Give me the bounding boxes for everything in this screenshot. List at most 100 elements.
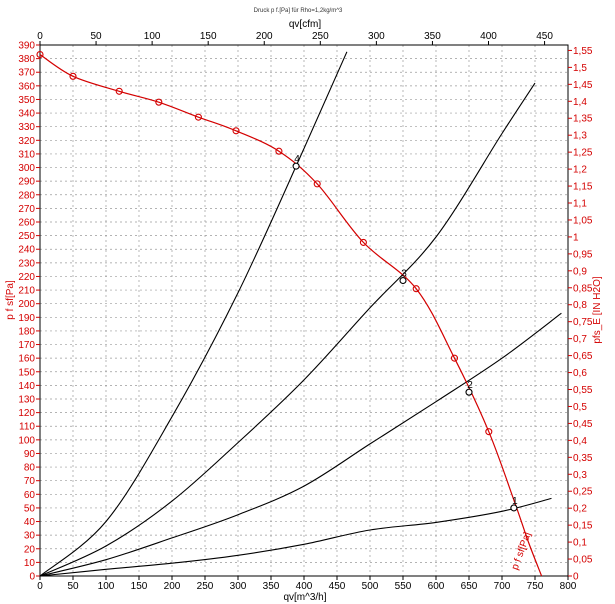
y-right-tick-label: 1,55 [573, 46, 593, 57]
fan-curve-marker [359, 238, 367, 246]
y-right-tick-label: 0,8 [573, 300, 587, 311]
y-tick-label: 320 [18, 136, 35, 147]
y-right-tick-label: 0,65 [573, 351, 593, 362]
fan-curve-marker [450, 354, 459, 362]
y-right-tick-label: 0,45 [573, 419, 593, 430]
y-tick-label: 90 [24, 449, 36, 460]
operating-point-label: 3 [401, 269, 407, 280]
x-top-tick-label: 100 [144, 31, 161, 42]
y-right-tick-label: 0,15 [573, 521, 593, 532]
x-top-tick-label: 450 [536, 31, 553, 42]
y-tick-label: 160 [18, 354, 35, 365]
y-right-tick-label: 0,35 [573, 453, 593, 464]
y-right-tick-label: 0,7 [573, 334, 587, 345]
x-tick-label: 650 [461, 581, 478, 592]
y-tick-label: 350 [18, 95, 35, 106]
x-axis-label-top: qv[cfm] [289, 19, 321, 30]
system-curves [39, 51, 562, 577]
y-tick-label: 70 [24, 476, 36, 487]
system-curve [39, 312, 562, 577]
y-tick-label: 340 [18, 109, 35, 120]
operating-point-marker [465, 388, 473, 396]
chart-title: Druck p f.[Pa] für Rho=1,2kg/m^3 [254, 8, 343, 14]
y-right-tick-label: 0,3 [573, 470, 587, 481]
y-right-tick-label: 0,55 [573, 385, 593, 396]
y-tick-label: 20 [24, 544, 36, 555]
x-tick-label: 350 [263, 581, 280, 592]
y-right-tick-label: 1,45 [573, 80, 593, 91]
y-right-tick-label: 0,5 [573, 402, 587, 413]
fan-curve [36, 50, 543, 577]
y-axis-left: 0 10 20 30 40 50 60 70 80 90 100 110 120 130 140 150 160… [18, 41, 40, 583]
y-axis-label-right: pfs_E [IN H2O] [592, 276, 603, 343]
y-right-tick-label: 0,25 [573, 487, 593, 498]
x-axis-bottom: 0 50 100 150 200 250 300 350 400 450 500 550 600 650 7… [37, 576, 577, 592]
y-right-tick-label: 0,75 [573, 317, 593, 328]
y-tick-label: 60 [24, 490, 36, 501]
fan-curve-marker [313, 180, 321, 188]
x-tick-label: 450 [329, 581, 346, 592]
y-tick-label: 250 [18, 231, 35, 242]
x-tick-label: 600 [428, 581, 445, 592]
y-right-tick-label: 1,35 [573, 114, 593, 125]
y-tick-label: 290 [18, 177, 35, 188]
y-tick-label: 280 [18, 190, 35, 201]
operating-point-marker [510, 504, 518, 512]
y-tick-label: 310 [18, 149, 35, 160]
y-right-tick-label: 0,85 [573, 283, 593, 294]
x-top-tick-label: 0 [37, 31, 43, 42]
y-tick-label: 330 [18, 122, 35, 133]
y-tick-label: 230 [18, 258, 35, 269]
fan-curve-marker [115, 87, 123, 95]
fan-curve-marker [155, 98, 163, 106]
y-right-tick-label: 0,95 [573, 249, 593, 260]
x-tick-label: 550 [395, 581, 412, 592]
y-tick-label: 220 [18, 272, 35, 283]
fan-curve-marker [36, 50, 44, 59]
operating-point-label: 2 [467, 380, 473, 391]
y-right-tick-label: 1,3 [573, 131, 587, 142]
y-right-tick-label: 0,4 [573, 436, 587, 447]
x-top-tick-label: 50 [91, 31, 103, 42]
fan-curve-marker [485, 428, 493, 436]
y-tick-label: 0 [29, 572, 35, 583]
y-right-tick-label: 1 [573, 232, 579, 243]
x-tick-label: 200 [164, 581, 181, 592]
x-tick-label: 0 [37, 581, 43, 592]
x-top-tick-label: 150 [200, 31, 217, 42]
y-tick-label: 100 [18, 435, 35, 446]
y-tick-label: 370 [18, 68, 35, 79]
fan-curve-marker [275, 147, 283, 155]
y-tick-label: 180 [18, 326, 35, 337]
fan-curve-line [39, 54, 543, 577]
x-axis-label-bottom: qv[m^3/h] [283, 592, 326, 603]
y-tick-label: 30 [24, 531, 36, 542]
operating-point-marker [399, 276, 407, 285]
y-tick-label: 110 [19, 422, 35, 433]
y-tick-label: 360 [18, 81, 35, 92]
fan-curve-label: p f sf[Pa] [510, 531, 534, 572]
y-right-tick-label: 0,9 [573, 266, 587, 277]
y-tick-label: 190 [18, 313, 35, 324]
system-curve [39, 497, 552, 577]
y-right-tick-label: 1,2 [573, 165, 587, 176]
x-tick-label: 50 [67, 581, 79, 592]
fan-curve-marker [194, 113, 202, 121]
y-right-tick-label: 1,4 [573, 97, 587, 108]
grid [40, 45, 568, 576]
y-right-tick-label: 0,6 [573, 368, 587, 379]
y-right-tick-label: 1,5 [573, 63, 587, 74]
y-tick-label: 210 [18, 286, 35, 297]
x-tick-label: 400 [296, 581, 313, 592]
y-tick-label: 390 [18, 41, 35, 52]
y-right-tick-label: 1,1 [573, 199, 587, 210]
x-tick-label: 800 [560, 581, 577, 592]
x-top-tick-label: 250 [312, 31, 329, 42]
y-tick-label: 300 [18, 163, 35, 174]
y-tick-label: 120 [18, 408, 35, 419]
y-tick-label: 50 [24, 503, 36, 514]
x-tick-label: 250 [197, 581, 214, 592]
y-tick-label: 170 [18, 340, 35, 351]
fan-curve-marker [232, 127, 240, 135]
y-tick-label: 240 [18, 245, 35, 256]
